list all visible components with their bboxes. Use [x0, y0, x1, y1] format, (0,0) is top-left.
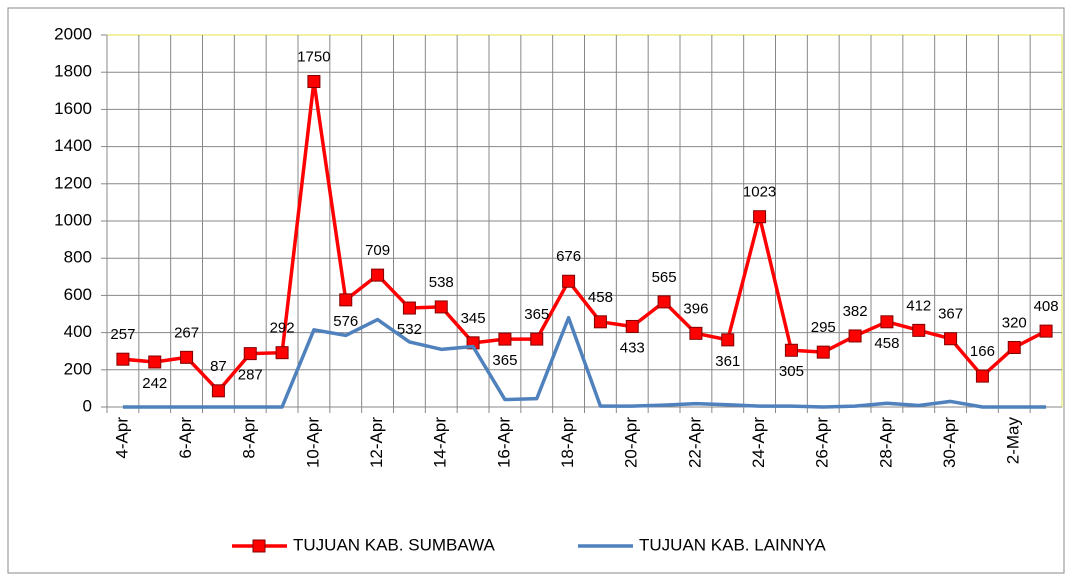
marker	[180, 350, 194, 364]
data-label: 287	[238, 367, 263, 384]
marker	[402, 301, 416, 315]
data-label: 166	[970, 343, 995, 360]
data-label: 365	[524, 306, 549, 323]
marker	[880, 315, 894, 329]
data-label: 576	[333, 313, 358, 330]
data-label: 1023	[743, 184, 776, 201]
y-tick-label: 400	[64, 322, 92, 341]
marker	[753, 210, 767, 224]
marker	[498, 332, 512, 346]
x-tick-label: 2-May	[1004, 417, 1023, 465]
marker	[593, 315, 607, 329]
marker	[116, 352, 130, 366]
x-tick-label: 4-Apr	[112, 417, 131, 459]
y-tick-label: 1600	[54, 99, 92, 118]
marker	[275, 346, 289, 360]
data-label: 367	[938, 306, 963, 323]
marker	[689, 326, 703, 340]
marker	[562, 274, 576, 288]
marker	[243, 347, 257, 361]
marker	[848, 329, 862, 343]
y-tick-label: 1200	[54, 173, 92, 192]
data-label: 257	[110, 326, 135, 343]
legend-label: TUJUAN KAB. LAINNYA	[639, 535, 826, 554]
y-tick-label: 200	[64, 359, 92, 378]
marker	[148, 355, 162, 369]
x-tick-label: 14-Apr	[431, 417, 450, 468]
data-label: 365	[492, 352, 517, 369]
y-tick-label: 800	[64, 248, 92, 267]
marker	[944, 332, 958, 346]
data-label: 532	[397, 321, 422, 338]
x-tick-label: 24-Apr	[749, 417, 768, 468]
data-label: 1750	[297, 48, 330, 65]
x-tick-label: 20-Apr	[622, 417, 641, 468]
data-label: 676	[556, 248, 581, 265]
y-tick-label: 2000	[54, 24, 92, 43]
marker	[211, 384, 225, 398]
marker	[434, 300, 448, 314]
data-label: 295	[811, 319, 836, 336]
legend-marker	[252, 539, 266, 553]
data-label: 433	[620, 339, 645, 356]
y-tick-label: 1000	[54, 210, 92, 229]
data-label: 412	[906, 297, 931, 314]
data-label: 305	[779, 363, 804, 380]
marker	[339, 293, 353, 307]
data-label: 458	[588, 289, 613, 306]
marker	[721, 333, 735, 347]
marker	[816, 345, 830, 359]
x-tick-label: 6-Apr	[176, 417, 195, 459]
data-label: 361	[715, 353, 740, 370]
data-label: 408	[1034, 298, 1059, 315]
y-tick-label: 1400	[54, 136, 92, 155]
data-label: 320	[1002, 314, 1027, 331]
data-label: 345	[461, 310, 486, 327]
x-tick-label: 8-Apr	[240, 417, 259, 459]
marker	[912, 323, 926, 337]
marker	[975, 369, 989, 383]
data-label: 242	[142, 375, 167, 392]
marker	[784, 343, 798, 357]
marker	[530, 332, 544, 346]
x-tick-label: 26-Apr	[813, 417, 832, 468]
x-tick-label: 28-Apr	[876, 417, 895, 468]
marker	[307, 75, 321, 88]
marker	[1007, 340, 1021, 354]
x-tick-label: 10-Apr	[303, 417, 322, 468]
data-label: 267	[174, 324, 199, 341]
data-label: 382	[843, 303, 868, 320]
data-label: 538	[429, 274, 454, 291]
x-tick-label: 22-Apr	[685, 417, 704, 468]
y-tick-label: 600	[64, 285, 92, 304]
y-tick-label: 0	[83, 396, 92, 415]
series-line	[122, 315, 1047, 409]
marker	[625, 319, 639, 333]
marker	[657, 295, 671, 309]
data-label: 458	[874, 335, 899, 352]
data-label: 565	[652, 269, 677, 286]
x-tick-label: 12-Apr	[367, 417, 386, 468]
legend-label: TUJUAN KAB. SUMBAWA	[293, 535, 495, 554]
data-label: 396	[683, 300, 708, 317]
data-label: 87	[210, 358, 227, 375]
data-label: 292	[270, 320, 295, 337]
data-label: 709	[365, 242, 390, 259]
marker	[371, 268, 385, 282]
marker	[1039, 324, 1053, 338]
x-tick-label: 18-Apr	[558, 417, 577, 468]
y-tick-label: 1800	[54, 62, 92, 81]
x-tick-label: 16-Apr	[494, 417, 513, 468]
x-tick-label: 30-Apr	[940, 417, 959, 468]
